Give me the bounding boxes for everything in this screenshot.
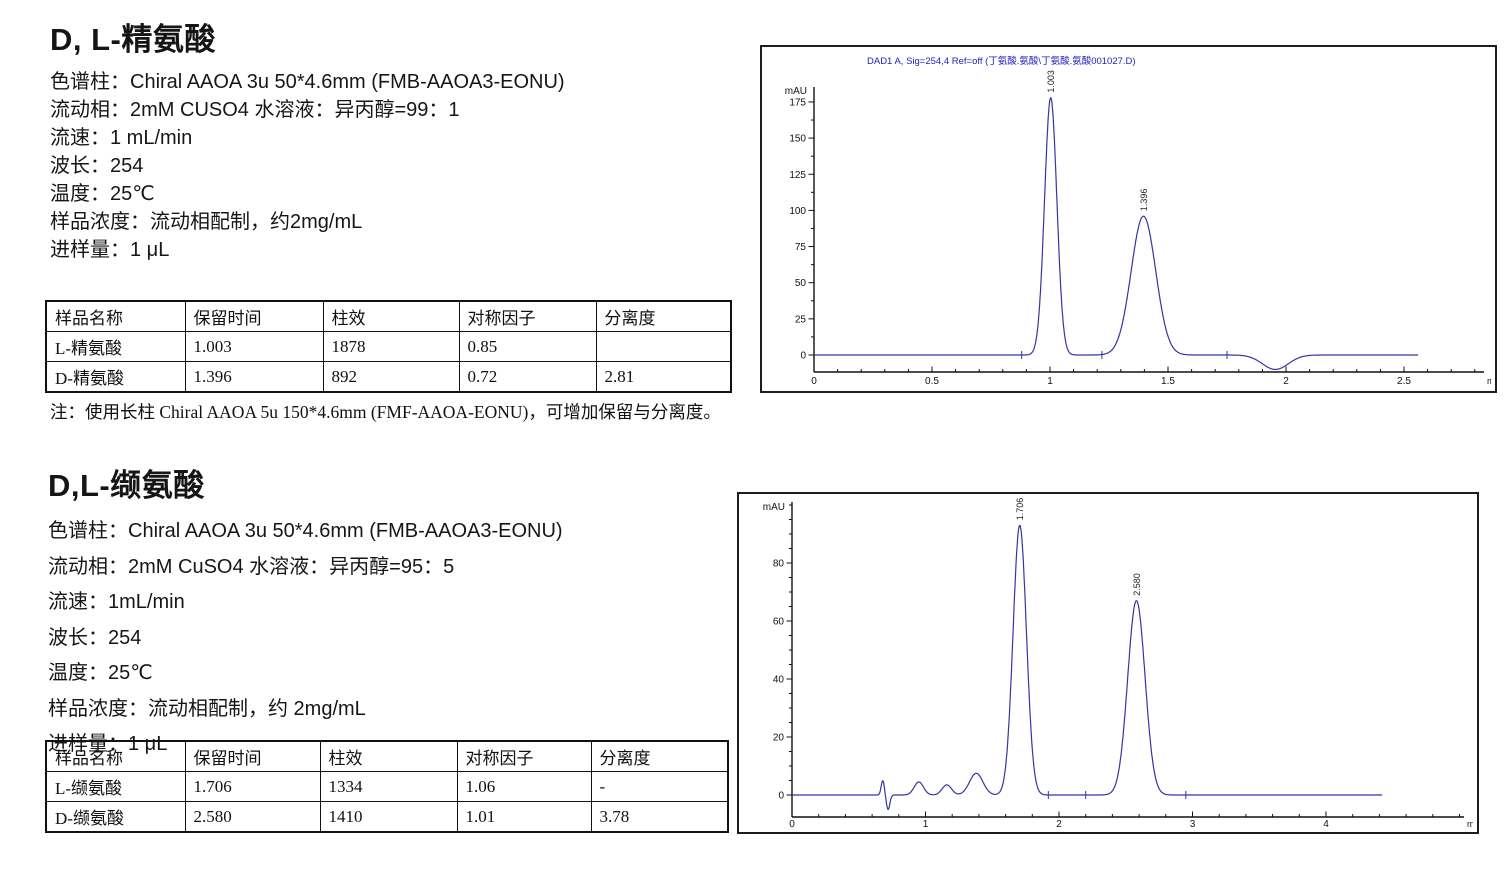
- table-cell: 1334: [319, 771, 458, 802]
- table-row: L-精氨酸 1.003 1878 0.85: [45, 331, 732, 362]
- y-axis-unit-label: mAU: [763, 502, 785, 513]
- table-cell: L-缬氨酸: [45, 771, 186, 802]
- column-header: 分离度: [590, 740, 729, 772]
- parameter-line: 进样量：1 μL: [50, 239, 170, 261]
- x-axis-unit-label: min: [1487, 376, 1491, 386]
- x-tick-label: 1.5: [1161, 376, 1175, 387]
- table-cell: 1.003: [184, 331, 324, 362]
- method-parameters-valine: 色谱柱：Chiral AAOA 3u 50*4.6mm (FMB-AAOA3-E…: [48, 514, 748, 763]
- method-parameters-arginine: 色谱柱：Chiral AAOA 3u 50*4.6mm (FMB-AAOA3-E…: [50, 68, 750, 264]
- parameter-line: 流速：1 mL/min: [50, 127, 193, 149]
- table-cell: L-精氨酸: [45, 331, 186, 362]
- table-cell: 1.706: [184, 771, 321, 802]
- results-table-valine: 样品名称 保留时间 柱效 对称因子 分离度 L-缬氨酸 1.706 1334 1.06- D-缬…: [45, 740, 729, 833]
- section-title-arginine: D, L-精氨酸: [50, 22, 216, 57]
- results-table-arginine: 样品名称 保留时间 柱效 对称因子 分离度 L-精氨酸 1.003 1878 0.85 D-精氨…: [45, 300, 732, 393]
- chromatogram-plot: DAD1 A, Sig=254,4 Ref=off (丁氨酸.氨酸\丁氨酸.氨酸…: [785, 55, 1491, 387]
- table-row: L-缬氨酸 1.706 1334 1.06-: [45, 771, 729, 802]
- column-header: 柱效: [322, 300, 460, 332]
- table-cell: -: [590, 771, 729, 802]
- table-cell: 892: [322, 361, 460, 393]
- table-cell: 2.580: [184, 801, 321, 833]
- chromatogram-arginine: DAD1 A, Sig=254,4 Ref=off (丁氨酸.氨酸\丁氨酸.氨酸…: [760, 45, 1497, 393]
- section-valine: D,L-缬氨酸 色谱柱：Chiral AAOA 3u 50*4.6mm (FMB…: [48, 460, 748, 763]
- column-header: 保留时间: [184, 740, 321, 772]
- table-cell: 2.81: [595, 361, 732, 393]
- y-tick-label: 25: [795, 314, 807, 325]
- column-header: 分离度: [595, 300, 732, 332]
- y-axis-unit-label: mAU: [785, 86, 807, 97]
- table-cell: 1410: [319, 801, 458, 833]
- peak-label: 1.396: [1139, 189, 1149, 212]
- y-tick-label: 80: [773, 559, 785, 570]
- parameter-line: 温度：25℃: [48, 662, 153, 684]
- x-tick-label: 0.5: [925, 376, 939, 387]
- column-header: 样品名称: [45, 740, 186, 772]
- table-header-row: 样品名称 保留时间 柱效 对称因子 分离度: [45, 300, 732, 332]
- footnote: 注：使用长柱 Chiral AAOA 5u 150*4.6mm (FMF-AAO…: [50, 402, 721, 422]
- peak-label: 1.003: [1046, 70, 1056, 93]
- table-cell: 1878: [322, 331, 460, 362]
- table-header-row: 样品名称 保留时间 柱效 对称因子 分离度: [45, 740, 729, 772]
- y-tick-label: 100: [789, 206, 806, 217]
- chromatogram-plot: 0 1 2 3 4 min 0 20 40 60 80 mAU 1.706 2.580: [763, 498, 1473, 828]
- y-tick-label: 75: [795, 242, 807, 253]
- x-tick-label: 0: [789, 819, 795, 828]
- x-tick-label: 1: [923, 819, 929, 828]
- y-tick-label: 40: [773, 675, 785, 686]
- table-cell: D-精氨酸: [45, 361, 186, 393]
- parameter-line: 流动相：2mM CuSO4 水溶液：异丙醇=95：5: [48, 555, 455, 578]
- table-cell: 0.85: [458, 331, 597, 362]
- x-tick-label: 2: [1056, 819, 1062, 828]
- signal-curve: [791, 524, 1383, 810]
- table-cell: [595, 331, 732, 362]
- y-tick-label: 0: [800, 351, 806, 362]
- column-header: 对称因子: [456, 740, 592, 772]
- y-tick-label: 50: [795, 278, 807, 289]
- y-tick-label: 150: [789, 134, 806, 145]
- parameter-line: 流速：1mL/min: [48, 591, 185, 613]
- chart-title: DAD1 A, Sig=254,4 Ref=off (丁氨酸.氨酸\丁氨酸.氨酸…: [867, 55, 1136, 67]
- parameter-line: 温度：25℃: [50, 183, 155, 205]
- table-cell: D-缬氨酸: [45, 801, 186, 833]
- x-axis-unit-label: min: [1467, 819, 1473, 828]
- parameter-line: 样品浓度：流动相配制，约 2mg/mL: [48, 697, 366, 720]
- x-tick-label: 2: [1283, 376, 1289, 387]
- parameter-line: 样品浓度：流动相配制，约2mg/mL: [50, 211, 363, 233]
- signal-curve: [813, 97, 1419, 371]
- column-header: 柱效: [319, 740, 458, 772]
- section-title-valine: D,L-缬氨酸: [48, 468, 205, 503]
- table-cell: 1.396: [184, 361, 324, 393]
- parameter-line: 波长：254: [48, 626, 142, 649]
- x-tick-label: 0: [811, 376, 817, 387]
- x-tick-label: 4: [1323, 819, 1329, 828]
- table-cell: 1.06: [456, 771, 592, 802]
- y-tick-label: 125: [789, 170, 806, 181]
- x-tick-label: 1: [1047, 376, 1053, 387]
- parameter-line: 波长：254: [50, 155, 144, 177]
- y-tick-label: 175: [789, 97, 806, 108]
- table-cell: 0.72: [458, 361, 597, 393]
- column-header: 保留时间: [184, 300, 324, 332]
- table-cell: 1.01: [456, 801, 592, 833]
- table-cell: 3.78: [590, 801, 729, 833]
- table-row: D-精氨酸 1.396 892 0.72 2.81: [45, 361, 732, 393]
- chromatogram-valine: 0 1 2 3 4 min 0 20 40 60 80 mAU 1.706 2.580: [737, 492, 1479, 834]
- parameter-line: 色谱柱：Chiral AAOA 3u 50*4.6mm (FMB-AAOA3-E…: [48, 520, 563, 542]
- peak-label: 1.706: [1015, 498, 1025, 521]
- y-tick-label: 0: [778, 791, 784, 802]
- x-tick-label: 2.5: [1397, 376, 1411, 387]
- parameter-line: 色谱柱：Chiral AAOA 3u 50*4.6mm (FMB-AAOA3-E…: [50, 71, 565, 93]
- column-header: 样品名称: [45, 300, 186, 332]
- section-arginine: D, L-精氨酸 色谱柱：Chiral AAOA 3u 50*4.6mm (FM…: [50, 14, 750, 264]
- table-row: D-缬氨酸 2.580 1410 1.01 3.78: [45, 801, 729, 833]
- peak-label: 2.580: [1132, 573, 1142, 596]
- parameter-line: 流动相：2mM CUSO4 水溶液：异丙醇=99：1: [50, 99, 460, 121]
- y-tick-label: 60: [773, 617, 785, 628]
- column-header: 对称因子: [458, 300, 597, 332]
- y-tick-label: 20: [773, 733, 785, 744]
- x-tick-label: 3: [1190, 819, 1196, 828]
